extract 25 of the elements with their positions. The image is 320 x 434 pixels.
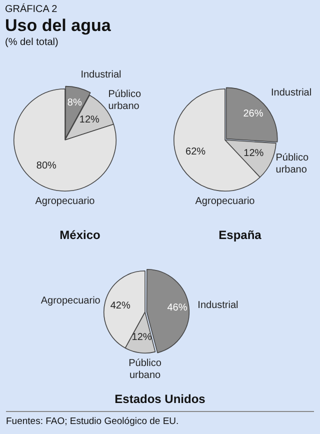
source-note: Fuentes: FAO; Estudio Geológico de EU.: [5, 415, 180, 427]
text: Uso del agua: [5, 16, 112, 36]
text: GRÁFICA 2: [5, 4, 58, 16]
slice-label: Agropecuario: [35, 196, 96, 207]
slice-label: Industrial: [271, 88, 312, 99]
text: España: [218, 228, 262, 242]
data-label: 12%: [244, 148, 264, 160]
slice-label: Industrial: [198, 300, 238, 312]
slice-label: Agropecuario: [195, 196, 256, 207]
text: (% del total): [5, 36, 60, 50]
slice-label: Público urbano: [276, 152, 309, 176]
data-label: 8%: [67, 97, 82, 108]
slice-label: Agropecuario: [40, 295, 101, 306]
slice-label: Público urbano: [108, 88, 142, 112]
text: Estados Unidos: [114, 392, 206, 406]
data-label: 46%: [167, 302, 188, 314]
data-label: 26%: [243, 108, 264, 120]
data-label: 12%: [79, 114, 100, 126]
data-label: 62%: [186, 146, 206, 158]
data-label: 80%: [36, 160, 56, 172]
slice-label: Público urbano: [128, 358, 162, 381]
text: México: [58, 228, 102, 242]
data-label: 42%: [110, 300, 130, 312]
slice-label: Industrial: [80, 70, 122, 81]
data-label: 12%: [132, 332, 152, 344]
